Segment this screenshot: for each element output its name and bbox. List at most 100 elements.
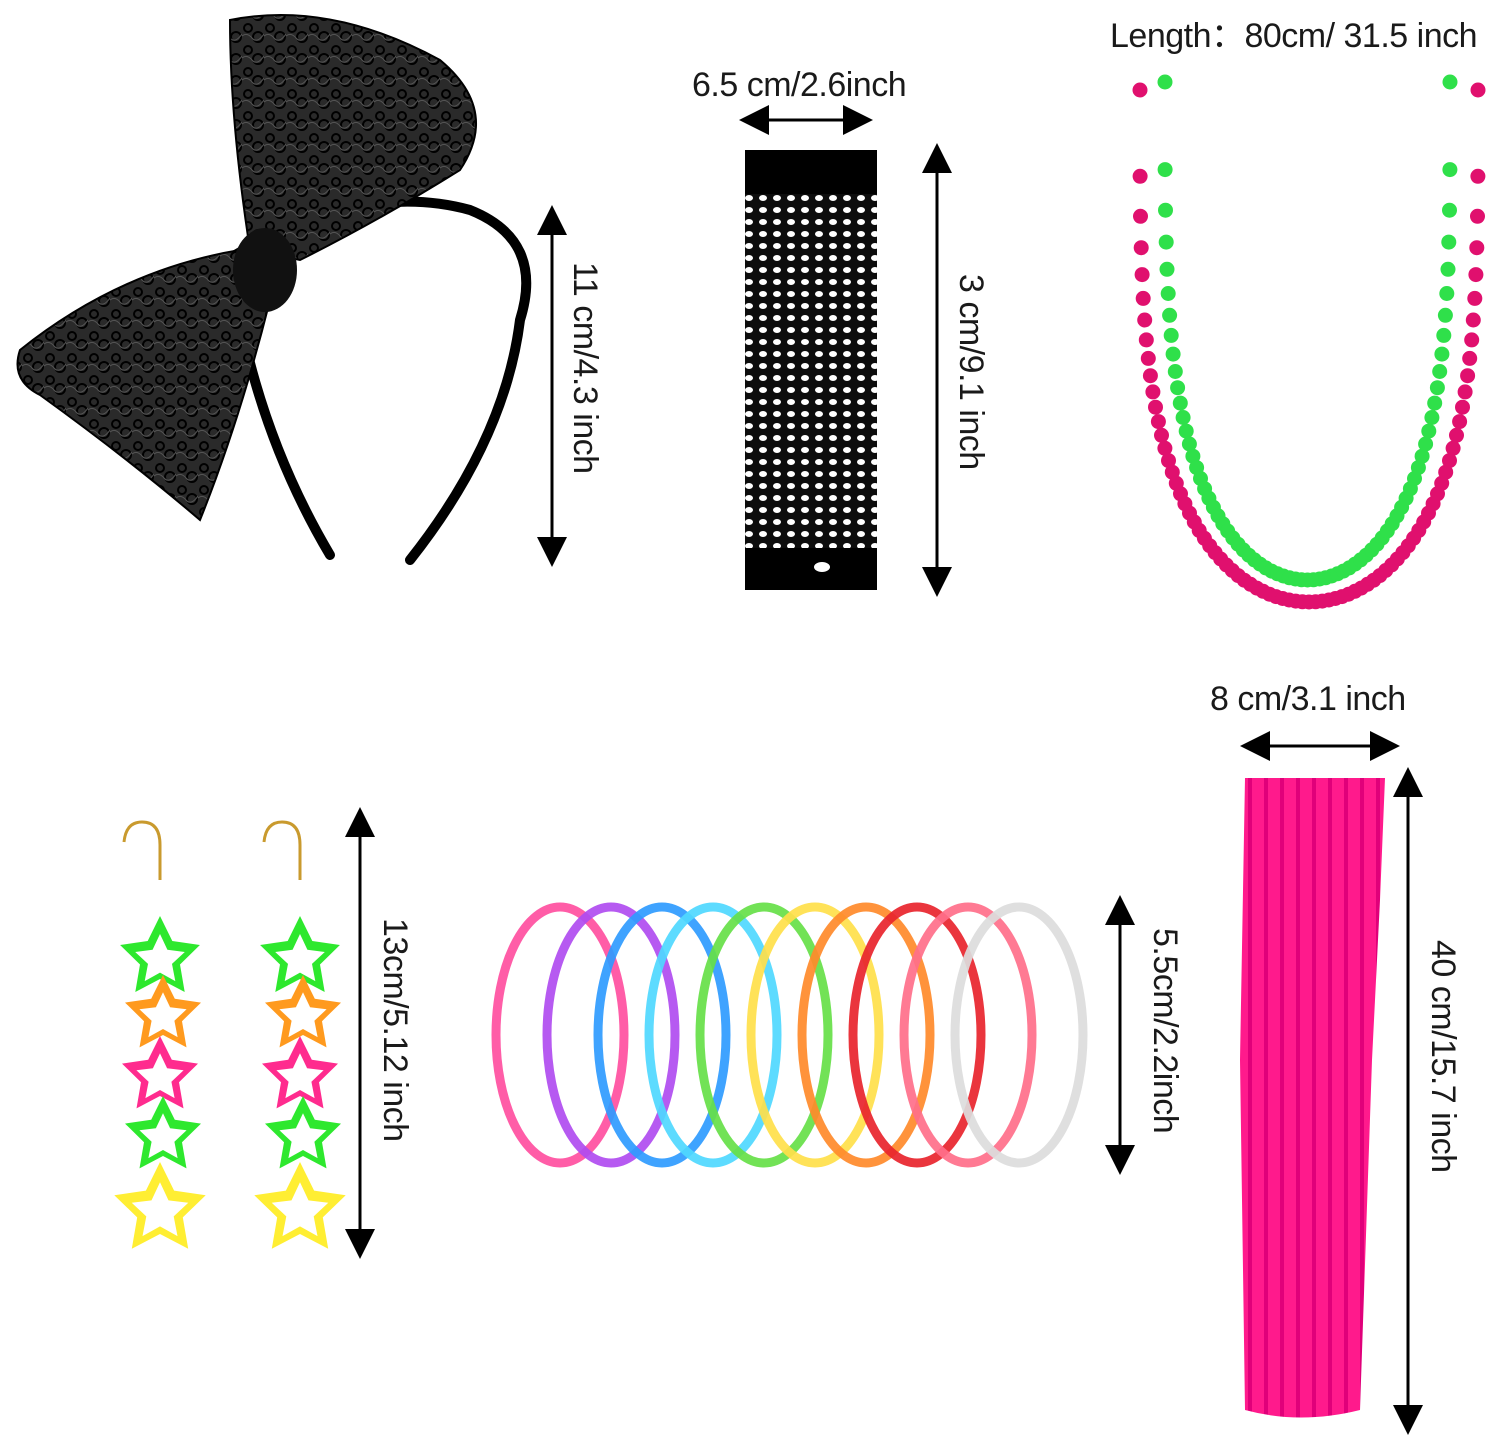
necklace-bead xyxy=(1157,162,1173,178)
necklace-bead xyxy=(1427,395,1443,411)
necklace-bead xyxy=(1154,427,1169,443)
necklace-bead xyxy=(1167,364,1183,379)
necklace-bead xyxy=(1470,208,1485,224)
necklace-bead xyxy=(1137,312,1153,328)
star-earrings-icon xyxy=(114,820,346,1249)
fishnet-glove-icon xyxy=(745,150,877,590)
necklace-bead xyxy=(1414,448,1430,464)
necklace-bead xyxy=(1142,368,1158,384)
necklace-bead xyxy=(1442,453,1457,469)
necklace-bead xyxy=(1432,364,1448,379)
necklace-bead xyxy=(1441,234,1457,250)
necklace-bead xyxy=(1158,234,1174,250)
earring-hook xyxy=(122,820,162,880)
necklace-bead xyxy=(1465,312,1481,328)
glove-length-label: 3 cm/9.1 inch xyxy=(952,274,990,470)
necklace-bead xyxy=(1135,290,1151,306)
necklace-bead xyxy=(1132,82,1148,98)
necklace-bead xyxy=(1418,436,1434,452)
leg-warmer-length-label: 40 cm/15.7 inch xyxy=(1424,940,1462,1173)
necklace-bead xyxy=(1165,346,1181,362)
earring-star xyxy=(260,916,340,992)
bangle-bracelet xyxy=(593,902,731,1168)
necklace-bead xyxy=(1133,208,1148,224)
necklace-bead xyxy=(1161,453,1176,469)
bracelet-diameter-label: 5.5cm/2.2inch xyxy=(1146,928,1184,1134)
necklace-bead xyxy=(1145,384,1161,400)
necklace-bead xyxy=(1157,440,1173,456)
leg-warmer-icon xyxy=(1240,778,1385,1418)
bangle-bracelet xyxy=(746,902,884,1168)
leg-warmer-width-label: 8 cm/3.1 inch xyxy=(1210,680,1406,718)
necklace-bead xyxy=(1439,286,1455,301)
necklace-bead xyxy=(1442,162,1458,178)
necklace-bead xyxy=(1424,410,1440,425)
necklace-bead xyxy=(1185,448,1201,464)
earring-star xyxy=(262,1036,338,1109)
bangle-bracelet xyxy=(542,902,680,1168)
necklace-bead xyxy=(1438,464,1454,480)
glove-width-label: 6.5 cm/2.6inch xyxy=(692,66,907,104)
necklace-bead xyxy=(1470,168,1486,184)
necklace-bead xyxy=(1132,168,1148,184)
headband-height-label: 11 cm/4.3 inch xyxy=(566,262,604,474)
necklace-bead xyxy=(1460,368,1476,384)
necklace-bead xyxy=(1163,327,1179,343)
necklace-bead xyxy=(1457,384,1473,400)
necklace-bead xyxy=(1410,460,1426,476)
necklace-bead xyxy=(1455,399,1470,415)
necklace-bead xyxy=(1148,399,1163,415)
bangle-bracelet xyxy=(899,902,1037,1168)
bead-necklace-icon xyxy=(1132,74,1486,610)
necklace-bead xyxy=(1437,307,1453,323)
dimension-arrows xyxy=(345,105,1423,1435)
earring-star xyxy=(265,1096,341,1169)
necklace-bead xyxy=(1462,350,1478,366)
necklace-bead xyxy=(1175,410,1191,425)
earring-length-label: 13cm/5.12 inch xyxy=(376,918,414,1142)
necklace-bead xyxy=(1159,261,1175,277)
necklace-bead xyxy=(1157,74,1173,90)
necklace-bead xyxy=(1464,332,1480,348)
necklace-bead xyxy=(1133,240,1149,256)
earring-star xyxy=(254,1162,346,1249)
necklace-bead xyxy=(1150,414,1166,430)
necklace-length-label: Length：80cm/ 31.5 inch xyxy=(1110,17,1478,55)
necklace-bead xyxy=(1138,332,1154,348)
necklace-bead xyxy=(1429,380,1445,396)
earring-star xyxy=(114,1162,206,1249)
necklace-bead xyxy=(1440,261,1456,277)
necklace-bead xyxy=(1158,202,1173,218)
necklace-bead xyxy=(1160,286,1176,301)
necklace-bead xyxy=(1470,82,1486,98)
necklace-bead xyxy=(1468,267,1484,283)
earring-star xyxy=(265,975,341,1048)
bangle-bracelet xyxy=(797,902,935,1168)
earring-hook xyxy=(262,820,302,880)
necklace-bead xyxy=(1442,202,1457,218)
bangle-bracelet xyxy=(950,902,1088,1168)
necklace-bead xyxy=(1434,346,1450,362)
necklace-bead xyxy=(1436,327,1452,343)
earring-star xyxy=(125,1096,201,1169)
necklace-bead xyxy=(1469,240,1485,256)
bangle-bracelet xyxy=(848,902,986,1168)
necklace-bead xyxy=(1181,436,1197,452)
necklace-bead xyxy=(1467,290,1483,306)
lace-bow-headband-icon xyxy=(16,14,532,565)
necklace-bead xyxy=(1170,380,1186,396)
necklace-bead xyxy=(1162,307,1178,323)
bangle-bracelet xyxy=(491,902,629,1168)
bangle-bracelet xyxy=(695,902,833,1168)
earring-star xyxy=(122,1036,198,1109)
earring-star xyxy=(125,975,201,1048)
necklace-bead xyxy=(1140,350,1156,366)
earring-star xyxy=(120,916,200,992)
necklace-bead xyxy=(1178,423,1194,439)
necklace-bead xyxy=(1134,267,1150,283)
necklace-bead xyxy=(1172,395,1188,411)
necklace-bead xyxy=(1445,440,1461,456)
bangle-bracelets-icon xyxy=(491,902,1088,1168)
necklace-bead xyxy=(1421,423,1437,439)
